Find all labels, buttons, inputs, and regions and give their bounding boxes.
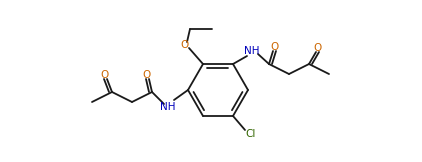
Text: NH: NH	[160, 102, 176, 112]
Text: NH: NH	[244, 46, 260, 56]
Text: O: O	[181, 40, 189, 50]
Text: O: O	[143, 70, 151, 80]
Text: Cl: Cl	[246, 129, 256, 139]
Text: O: O	[314, 43, 322, 53]
Text: O: O	[271, 42, 279, 52]
Text: O: O	[101, 70, 109, 80]
